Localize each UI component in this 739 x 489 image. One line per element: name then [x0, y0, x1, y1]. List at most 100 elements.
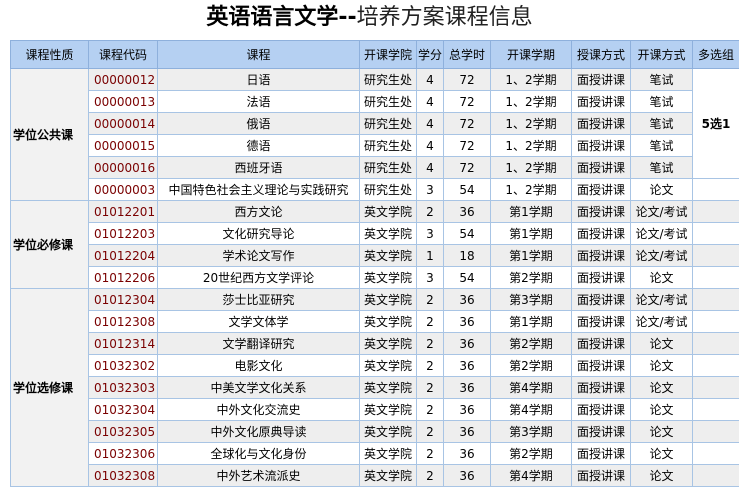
table-row: 学位公共课 00000012 日语 研究生处 4 72 1、2学期 面授讲课 笔试 5选1 [10, 68, 739, 201]
multi-group-empty [692, 222, 739, 245]
credit: 3 [416, 178, 444, 201]
hours: 72 [443, 68, 491, 91]
table-row: 01032302 电影文化 英文学院 2 36 第2学期 面授讲课 论文 [11, 354, 739, 377]
term: 1、2学期 [490, 68, 572, 91]
teaching-mode: 面授讲课 [571, 112, 631, 135]
course-name: 中国特色社会主义理论与实践研究 [157, 178, 360, 201]
credit: 4 [416, 156, 444, 179]
course-code: 01032308 [88, 464, 158, 487]
table-row: 01032308 中外艺术流派史 英文学院 2 36 第4学期 面授讲课 论文 [11, 464, 739, 487]
hours: 54 [443, 178, 491, 201]
teaching-mode: 面授讲课 [571, 156, 631, 179]
teaching-mode: 面授讲课 [571, 420, 631, 443]
table-row: 01012206 20世纪西方文学评论 英文学院 3 54 第2学期 面授讲课 论文 [11, 266, 739, 289]
multi-group-empty [692, 354, 739, 377]
table-row: 01032305 中外文化原典导读 英文学院 2 36 第3学期 面授讲课 论文 [11, 420, 739, 443]
credit: 2 [416, 310, 444, 333]
title-sub: 培养方案课程信息 [356, 5, 533, 30]
table-row: 01032306 全球化与文化身份 英文学院 2 36 第2学期 面授讲课 论文 [11, 442, 739, 465]
term: 第2学期 [490, 354, 572, 377]
column-header: 课程代码 [88, 40, 158, 69]
course-name: 中外文化交流史 [157, 398, 360, 421]
exam-mode: 论文 [630, 398, 693, 421]
column-header: 课程性质 [10, 40, 89, 69]
credit: 2 [416, 288, 444, 311]
multi-group-empty [692, 442, 739, 465]
college: 英文学院 [359, 354, 417, 377]
term: 第4学期 [490, 376, 572, 399]
college: 英文学院 [359, 266, 417, 289]
college: 英文学院 [359, 310, 417, 333]
credit: 2 [416, 398, 444, 421]
hours: 36 [443, 332, 491, 355]
teaching-mode: 面授讲课 [571, 244, 631, 267]
course-code: 01012304 [88, 288, 158, 311]
teaching-mode: 面授讲课 [571, 288, 631, 311]
college: 英文学院 [359, 288, 417, 311]
credit: 2 [416, 442, 444, 465]
college: 英文学院 [359, 376, 417, 399]
course-code: 00000013 [88, 90, 158, 113]
credit: 4 [416, 68, 444, 91]
course-name: 学术论文写作 [157, 244, 360, 267]
teaching-mode: 面授讲课 [571, 200, 631, 223]
course-code: 00000015 [88, 134, 158, 157]
teaching-mode: 面授讲课 [571, 442, 631, 465]
credit: 2 [416, 376, 444, 399]
table-row: 00000003 中国特色社会主义理论与实践研究 研究生处 3 54 1、2学期 面授讲课论… [11, 178, 739, 201]
multi-group-empty [692, 420, 739, 443]
exam-mode: 笔试 [630, 156, 693, 179]
college: 研究生处 [359, 134, 417, 157]
term: 第3学期 [490, 288, 572, 311]
term: 第2学期 [490, 332, 572, 355]
course-name: 文化研究导论 [157, 222, 360, 245]
column-header: 学分 [416, 40, 444, 69]
exam-mode: 论文/考试 [630, 222, 693, 245]
term: 1、2学期 [490, 134, 572, 157]
table-row: 00000014 俄语 研究生处 4 72 1、2学期 面授讲课 笔试 [11, 112, 739, 135]
hours: 36 [443, 464, 491, 487]
course-table: 课程性质 课程代码 课程 开课学院 学分 总学时 开课学期 授课方式 开课方式 多选组 学位公共课… [10, 40, 739, 487]
multi-group-empty [692, 178, 739, 201]
term: 第2学期 [490, 266, 572, 289]
table-row: 01032304 中外文化交流史 英文学院 2 36 第4学期 面授讲课 论文 [11, 398, 739, 421]
hours: 54 [443, 266, 491, 289]
course-name: 文学文体学 [157, 310, 360, 333]
teaching-mode: 面授讲课 [571, 464, 631, 487]
teaching-mode: 面授讲课 [571, 266, 631, 289]
hours: 36 [443, 398, 491, 421]
term: 第1学期 [490, 310, 572, 333]
exam-mode: 笔试 [630, 90, 693, 113]
credit: 4 [416, 112, 444, 135]
column-header: 开课方式 [630, 40, 693, 69]
table-row: 01012314 文学翻译研究 英文学院 2 36 第2学期 面授讲课 论文 [11, 332, 739, 355]
credit: 2 [416, 332, 444, 355]
multi-group-empty [692, 398, 739, 421]
table-row: 学位选修课 01012304 莎士比亚研究 英文学院 2 36 第3学期 面授讲课 论文/考试 [10, 288, 739, 487]
hours: 72 [443, 134, 491, 157]
course-code: 01012308 [88, 310, 158, 333]
term: 第3学期 [490, 420, 572, 443]
column-header: 授课方式 [571, 40, 631, 69]
teaching-mode: 面授讲课 [571, 134, 631, 157]
course-name: 全球化与文化身份 [157, 442, 360, 465]
table-row: 00000013 法语 研究生处 4 72 1、2学期 面授讲课 笔试 [11, 90, 739, 113]
exam-mode: 论文/考试 [630, 244, 693, 267]
term: 第2学期 [490, 442, 572, 465]
hours: 36 [443, 420, 491, 443]
teaching-mode: 面授讲课 [571, 376, 631, 399]
term: 第1学期 [490, 244, 572, 267]
college: 英文学院 [359, 420, 417, 443]
course-name: 中外文化原典导读 [157, 420, 360, 443]
multi-group-empty [692, 310, 739, 333]
course-code: 01012203 [88, 222, 158, 245]
course-code: 00000003 [88, 178, 158, 201]
exam-mode: 笔试 [630, 134, 693, 157]
course-code: 01012206 [88, 266, 158, 289]
course-name: 20世纪西方文学评论 [157, 266, 360, 289]
course-name: 俄语 [157, 112, 360, 135]
college: 英文学院 [359, 442, 417, 465]
exam-mode: 论文 [630, 178, 693, 201]
multi-group-empty [692, 244, 739, 267]
course-code: 01032304 [88, 398, 158, 421]
